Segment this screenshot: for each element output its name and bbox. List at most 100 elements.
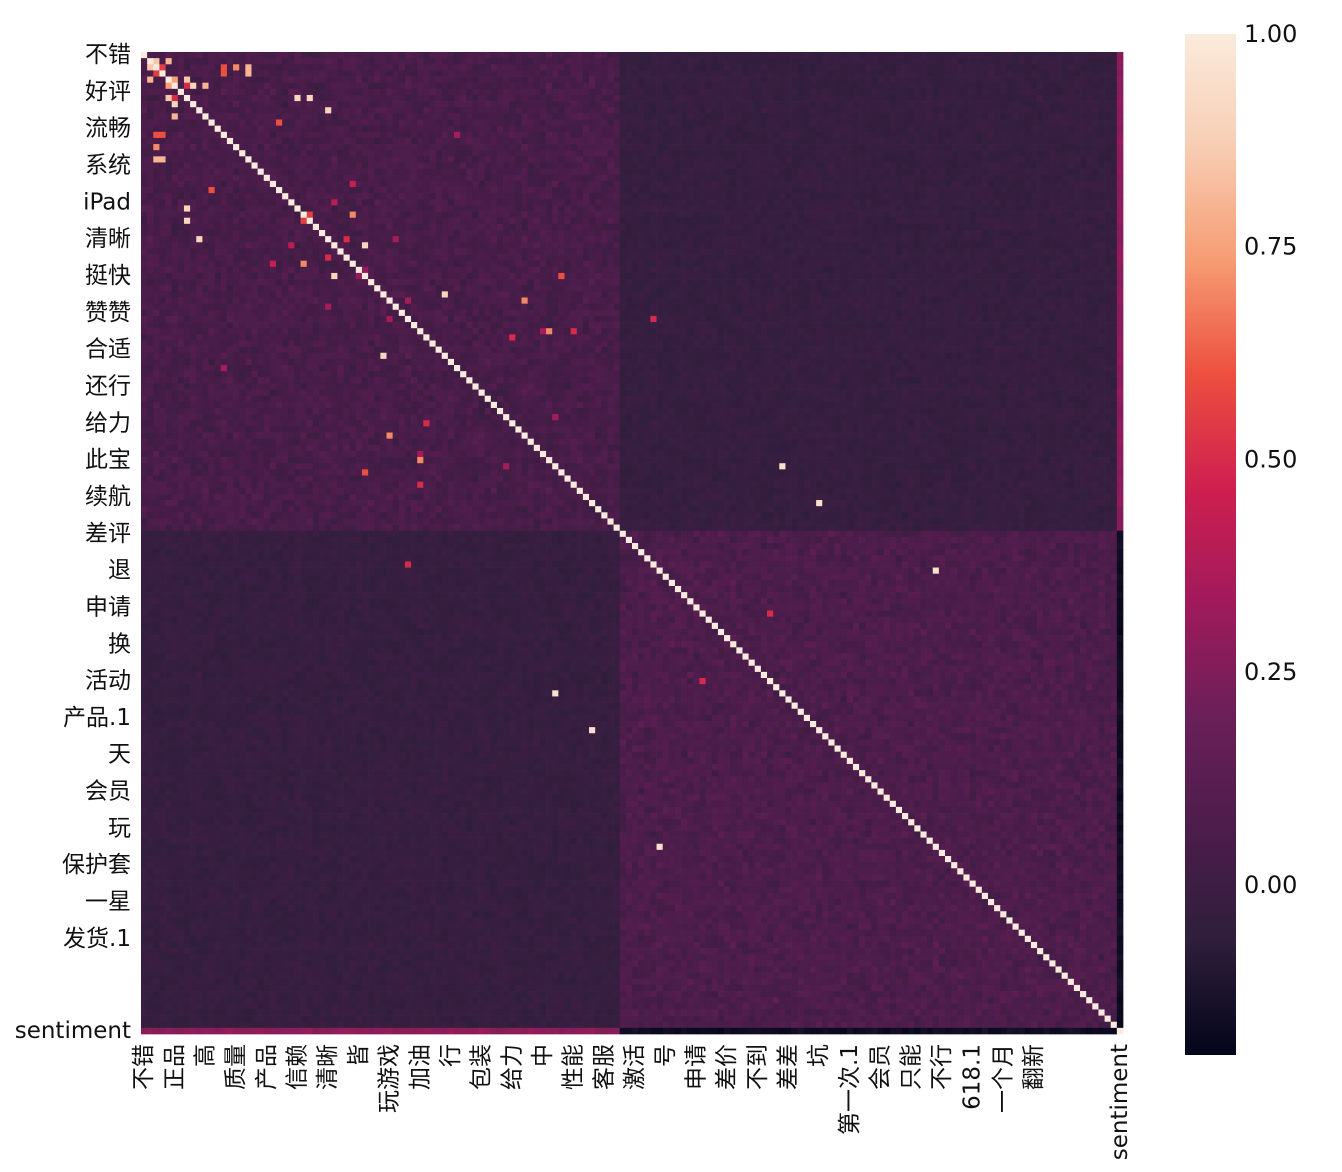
heatmap-cell <box>785 137 792 145</box>
heatmap-cell <box>895 150 903 157</box>
heatmap-cell <box>312 187 320 194</box>
heatmap-cell <box>889 119 897 126</box>
heatmap-cell <box>938 119 946 126</box>
heatmap-cell <box>423 162 430 169</box>
heatmap-cell <box>785 180 792 188</box>
heatmap-cell <box>490 174 498 182</box>
heatmap-cell <box>263 82 271 90</box>
heatmap-cell <box>668 229 676 237</box>
heatmap-cell <box>1043 229 1050 237</box>
heatmap-cell <box>730 211 737 219</box>
heatmap-cell <box>558 211 565 219</box>
heatmap-cell <box>724 217 731 225</box>
heatmap-cell <box>803 58 811 65</box>
heatmap-cell <box>349 150 357 157</box>
heatmap-cell <box>165 168 173 176</box>
heatmap-cell <box>742 125 749 133</box>
heatmap-cell <box>926 223 934 231</box>
heatmap-cell <box>681 101 688 108</box>
heatmap-cell <box>981 236 989 243</box>
heatmap-cell <box>294 193 301 200</box>
heatmap-cell <box>1012 101 1020 108</box>
heatmap-cell <box>1067 82 1075 90</box>
heatmap-cell <box>871 205 878 212</box>
heatmap-cell <box>183 162 191 169</box>
heatmap-cell <box>496 70 504 77</box>
heatmap-cell <box>797 223 805 231</box>
heatmap-cell <box>711 229 719 237</box>
heatmap-cell <box>190 187 197 194</box>
heatmap-cell <box>625 223 633 231</box>
heatmap-cell <box>509 70 516 77</box>
heatmap-cell <box>589 217 596 225</box>
heatmap-cell <box>601 88 608 96</box>
heatmap-cell <box>650 217 657 225</box>
heatmap-cell <box>871 193 878 200</box>
heatmap-cell <box>797 199 805 206</box>
heatmap-cell <box>840 131 848 139</box>
heatmap-cell <box>981 137 989 145</box>
heatmap-cell <box>865 223 872 231</box>
heatmap-cell <box>147 82 154 90</box>
heatmap-cell <box>1116 217 1124 225</box>
heatmap-cell <box>871 236 878 243</box>
heatmap-cell <box>828 229 835 237</box>
heatmap-cell <box>380 107 387 114</box>
heatmap-cell <box>668 88 676 96</box>
heatmap-cell <box>386 168 393 176</box>
heatmap-cell <box>1098 131 1105 139</box>
heatmap-cell <box>625 113 633 120</box>
heatmap-cell <box>496 107 504 114</box>
heatmap-cell <box>730 223 737 231</box>
heatmap-cell <box>325 205 332 212</box>
heatmap-cell <box>454 82 461 90</box>
heatmap-cell <box>423 131 430 139</box>
heatmap-cell <box>294 211 301 219</box>
heatmap-cell <box>957 217 964 225</box>
heatmap-cell <box>257 107 265 114</box>
heatmap-cell <box>840 119 848 126</box>
heatmap-cell <box>257 64 265 71</box>
heatmap-cell <box>257 82 265 90</box>
heatmap-cell <box>300 119 308 126</box>
heatmap-cell <box>165 88 173 96</box>
heatmap-cell <box>852 137 860 145</box>
heatmap-cell <box>214 242 222 249</box>
heatmap-cell <box>404 205 412 212</box>
heatmap-cell <box>1030 223 1038 231</box>
heatmap-cell <box>558 131 565 139</box>
heatmap-cell <box>1012 64 1020 71</box>
heatmap-cell <box>141 193 148 200</box>
heatmap-cell <box>552 82 559 90</box>
heatmap-cell <box>920 187 927 194</box>
heatmap-cell <box>1055 193 1062 200</box>
heatmap-cell <box>539 205 547 212</box>
heatmap-cell <box>441 144 449 151</box>
heatmap-cell <box>484 52 492 59</box>
heatmap-cell <box>331 119 338 126</box>
heatmap-cell <box>331 131 338 139</box>
heatmap-cell <box>331 174 338 182</box>
heatmap-cell <box>625 156 633 163</box>
heatmap-cell <box>908 52 915 59</box>
heatmap-cell <box>386 131 393 139</box>
heatmap-cell <box>325 187 332 194</box>
heatmap-cell <box>650 199 657 206</box>
heatmap-cell <box>404 52 412 59</box>
heatmap-cell <box>527 144 535 151</box>
heatmap-cell <box>773 101 780 108</box>
heatmap-cell <box>1098 217 1105 225</box>
heatmap-cell <box>558 88 565 96</box>
heatmap-cell <box>361 107 369 114</box>
heatmap-cell <box>889 94 897 102</box>
heatmap-cell <box>625 70 633 77</box>
heatmap-cell <box>165 94 173 102</box>
heatmap-cell <box>153 193 160 200</box>
heatmap-cell <box>220 174 228 182</box>
heatmap-cell <box>478 107 486 114</box>
heatmap-cell <box>938 150 946 157</box>
heatmap-cell <box>441 70 449 77</box>
heatmap-cell <box>435 156 443 163</box>
heatmap-cell <box>509 144 516 151</box>
heatmap-cell <box>527 107 535 114</box>
